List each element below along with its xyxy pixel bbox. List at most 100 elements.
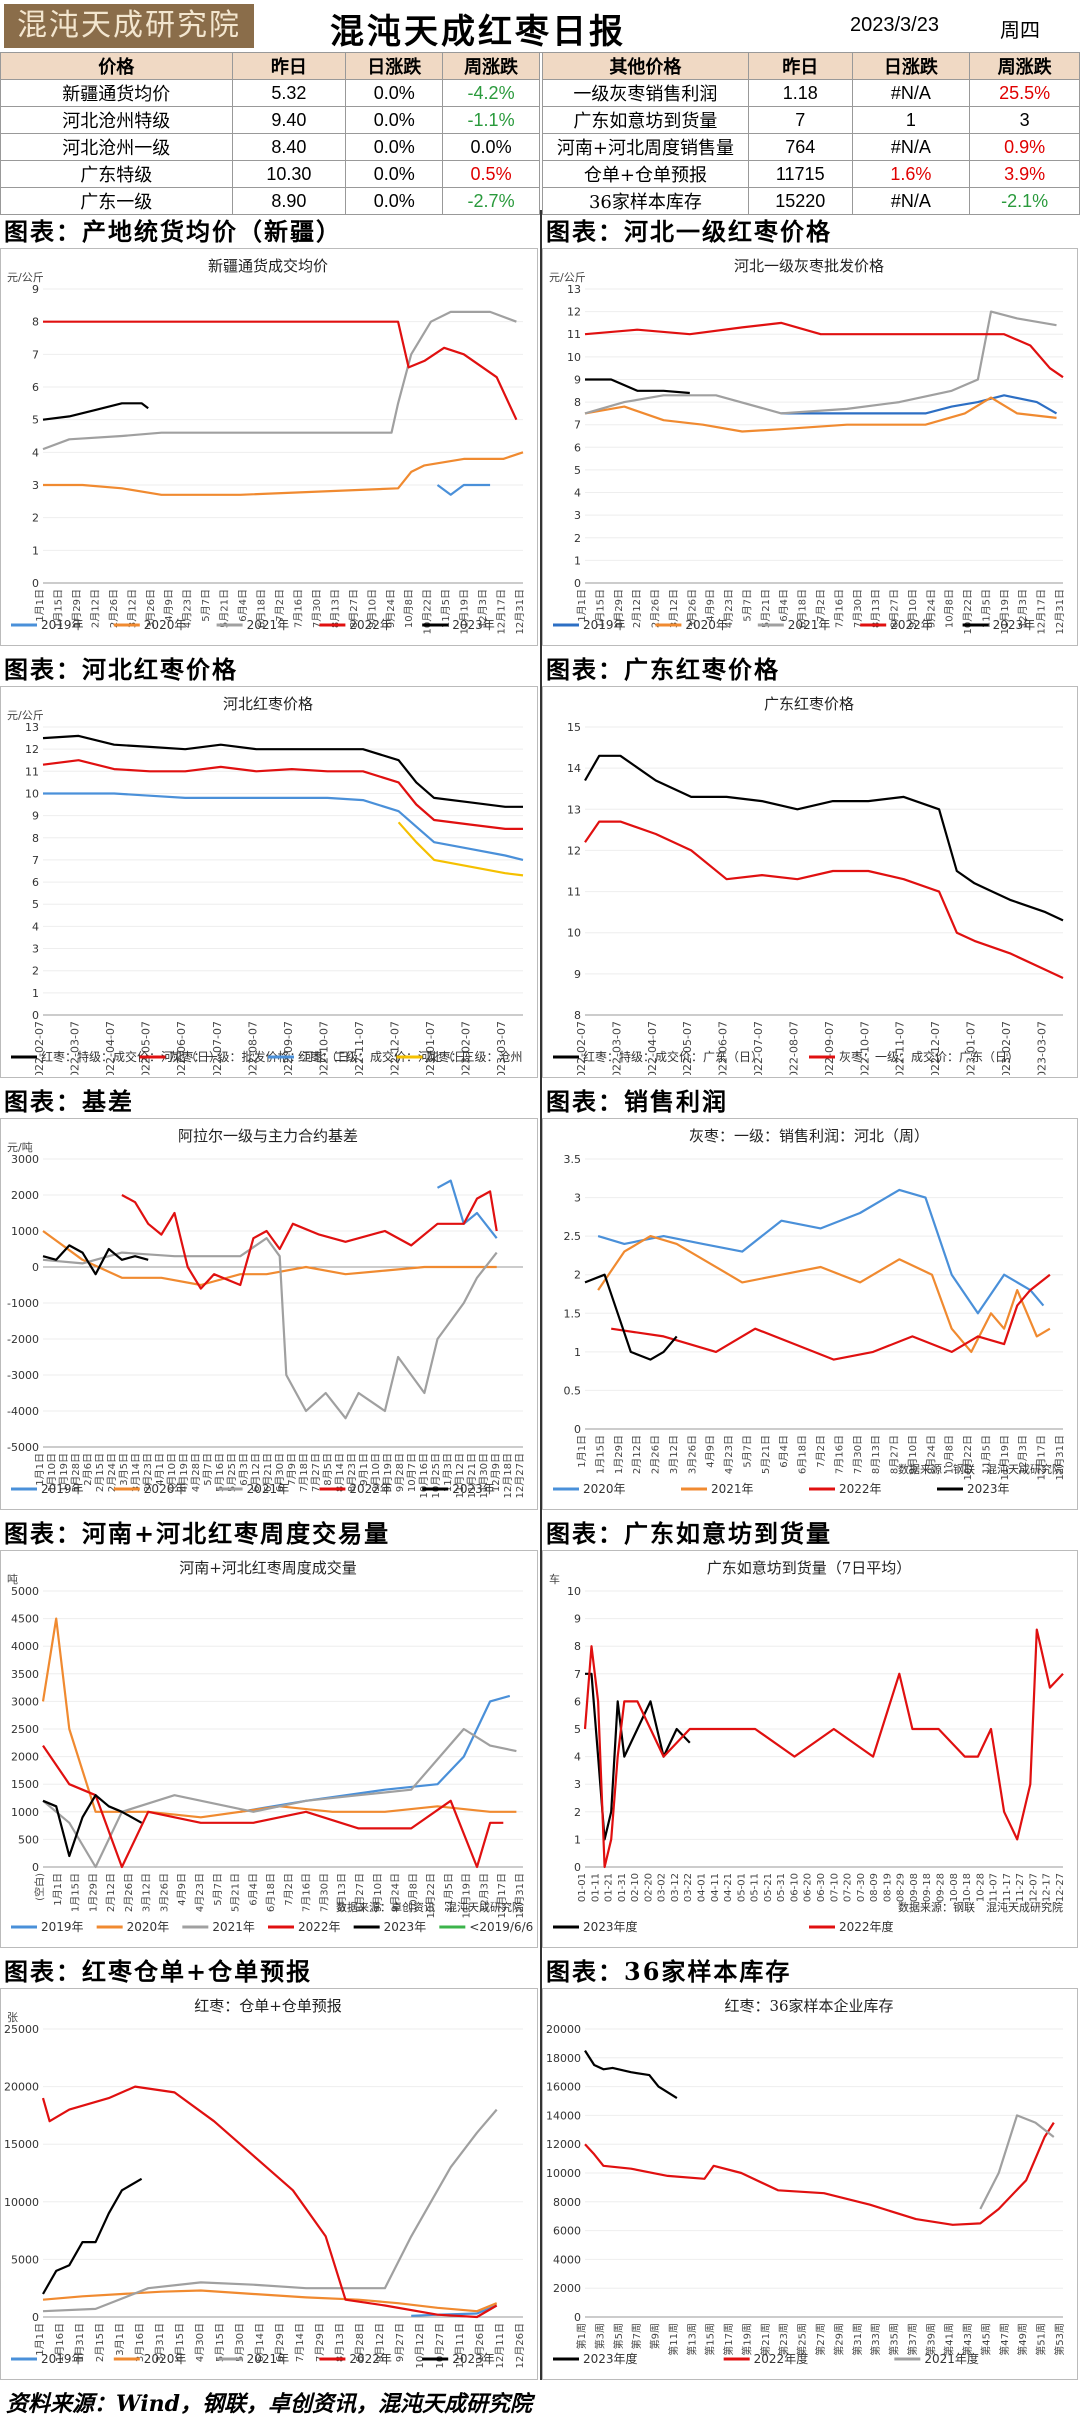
col-header: 周涨跌 [969, 52, 1080, 80]
x-tick-label: 2023-03-07 [495, 1021, 508, 1075]
x-tick-label: 1月1日 [576, 1435, 588, 1468]
x-tick-label: 2022-06-07 [717, 1021, 730, 1075]
x-tick-label: 12月17日 [1036, 589, 1048, 634]
x-tick-label: 第27周 [814, 2323, 827, 2356]
x-tick-label: 4月23日 [182, 589, 194, 628]
x-tick-label: 11月19日 [999, 589, 1011, 634]
series-line [584, 2122, 1055, 2226]
x-tick-label: 10-08 [949, 1873, 960, 1902]
x-tick-label: 第43周 [961, 2323, 974, 2356]
x-tick-label: 6月18日 [797, 1435, 809, 1474]
series-line [42, 1244, 149, 1276]
x-tick-label: 6月30日 [274, 1453, 286, 1492]
series-line [42, 1237, 498, 1420]
col-header: 价格 [0, 52, 233, 80]
x-tick-label: 2022-05-07 [681, 1021, 694, 1075]
x-tick-label: 1月1日 [34, 1453, 46, 1486]
legend-label: 2022年度 [839, 1919, 894, 1934]
table-cell: -1.1% [442, 106, 540, 134]
col-header: 周涨跌 [442, 52, 540, 80]
legend-label: 2023年 [967, 1482, 1010, 1496]
x-tick-label: 11月19日 [459, 589, 471, 634]
x-tick-label: 6月4日 [778, 589, 790, 622]
x-tick-label: 10月16日 [418, 1453, 430, 1498]
x-tick-label: 2022-05-07 [140, 1021, 153, 1075]
x-tick-label: 5月30日 [234, 2323, 246, 2362]
x-tick-label: 1月28日 [70, 1453, 82, 1492]
y-tick-label: 3 [32, 943, 39, 956]
chart-title: 新疆通货成交均价 [208, 257, 328, 275]
series-line [42, 2108, 498, 2313]
x-tick-label: 2022-11-07 [894, 1021, 907, 1075]
x-tick-label: 8月27日 [354, 1873, 366, 1912]
x-tick-label: 第1周 [575, 2323, 588, 2349]
y-tick-label: 18000 [546, 2052, 581, 2065]
panel-title: 图表：广东如意坊到货量 [546, 1519, 832, 1548]
y-tick-label: 10 [567, 1585, 581, 1598]
x-tick-label: 08-29 [896, 1873, 907, 1902]
y-tick-label: 15 [567, 721, 581, 734]
series-line [411, 2304, 498, 2317]
legend-label: 2020年 [685, 618, 728, 632]
x-tick-label: 7月2日 [815, 589, 827, 622]
y-tick-label: 8 [574, 396, 581, 409]
x-tick-label: 9月10日 [372, 1873, 384, 1912]
x-tick-label: 8月14日 [334, 1453, 346, 1492]
chart-box: 河南+河北红枣周度成交量吨 0 500 1000 1500 2000 2500 3000 350… [0, 1550, 538, 1948]
x-tick-label: 2022-12-07 [389, 1021, 402, 1075]
x-tick-label: 2月15日 [94, 2323, 106, 2362]
y-tick-label: 1 [32, 987, 39, 1000]
y-tick-label: 9 [574, 373, 581, 386]
table-cell: -2.1% [969, 187, 1080, 215]
legend-label: 2020年 [144, 618, 187, 632]
x-tick-label: 2022-04-07 [646, 1021, 659, 1075]
x-tick-label: 06-30 [816, 1873, 827, 1902]
x-tick-label: 12月27日 [514, 1453, 526, 1498]
table-cell: 10.30 [231, 160, 347, 188]
panel-title: 图表：河北一级红枣价格 [546, 217, 832, 246]
x-tick-label: 第31周 [851, 2323, 864, 2356]
x-tick-label: 3月12日 [141, 1873, 153, 1912]
x-tick-label: 3月23日 [142, 1453, 154, 1492]
y-tick-label: 4 [574, 487, 581, 500]
table-cell: 15220 [747, 187, 853, 215]
y-tick-label: 2 [574, 1806, 581, 1819]
x-tick-label: 9月27日 [394, 2323, 406, 2362]
table-cell: 9.40 [231, 106, 347, 134]
x-tick-label: 9月19日 [382, 1453, 394, 1492]
x-tick-label: 2月24日 [106, 1453, 118, 1492]
x-tick-label: 1月15日 [594, 589, 606, 628]
x-tick-label: 9月12日 [374, 2323, 386, 2362]
x-tick-label: 第53周 [1053, 2323, 1066, 2356]
y-tick-label: 10 [25, 787, 39, 800]
y-axis-label: 元/公斤 [7, 709, 44, 722]
legend-label: <2019/6/6 [469, 1920, 533, 1934]
x-tick-label: 2月6日 [82, 1453, 94, 1486]
y-tick-label: 500 [18, 1833, 39, 1846]
y-tick-label: 4 [32, 446, 39, 459]
y-tick-label: 2 [32, 512, 39, 525]
x-tick-label: 7月30日 [852, 1435, 864, 1474]
y-tick-label: 0 [32, 577, 39, 590]
x-tick-label: 11月11日 [454, 2323, 466, 2368]
y-tick-label: 11 [567, 328, 581, 341]
series-line [584, 396, 1057, 433]
x-tick-label: 2月12日 [631, 1435, 643, 1474]
x-tick-label: 11月30日 [478, 1453, 490, 1498]
x-tick-label: 04-11 [710, 1873, 721, 1902]
x-tick-label: 11月19日 [999, 1435, 1011, 1480]
x-tick-label: 1月15日 [52, 589, 64, 628]
table-cell: 0.0% [345, 133, 444, 161]
report-header: 混沌天成研究院 混沌天成红枣日报 2023/3/23 周四 [0, 0, 1080, 53]
chart-box: 红枣：仓单+仓单预报张 0 5000 10000 15000 20000 25000 1月1日… [0, 1988, 538, 2380]
panel-title: 图表：基差 [4, 1087, 134, 1116]
y-tick-label: 0 [574, 577, 581, 590]
x-tick-label: 第3周 [593, 2323, 606, 2349]
series-line [121, 1190, 498, 1290]
x-tick-label: 4月9日 [705, 589, 717, 622]
y-tick-label: 12 [567, 844, 581, 857]
x-tick-label: 04-01 [697, 1873, 708, 1902]
legend-label: 2021年 [212, 1920, 255, 1934]
x-tick-label: 1月16日 [54, 2323, 66, 2362]
x-tick-label: 09-28 [936, 1873, 947, 1902]
